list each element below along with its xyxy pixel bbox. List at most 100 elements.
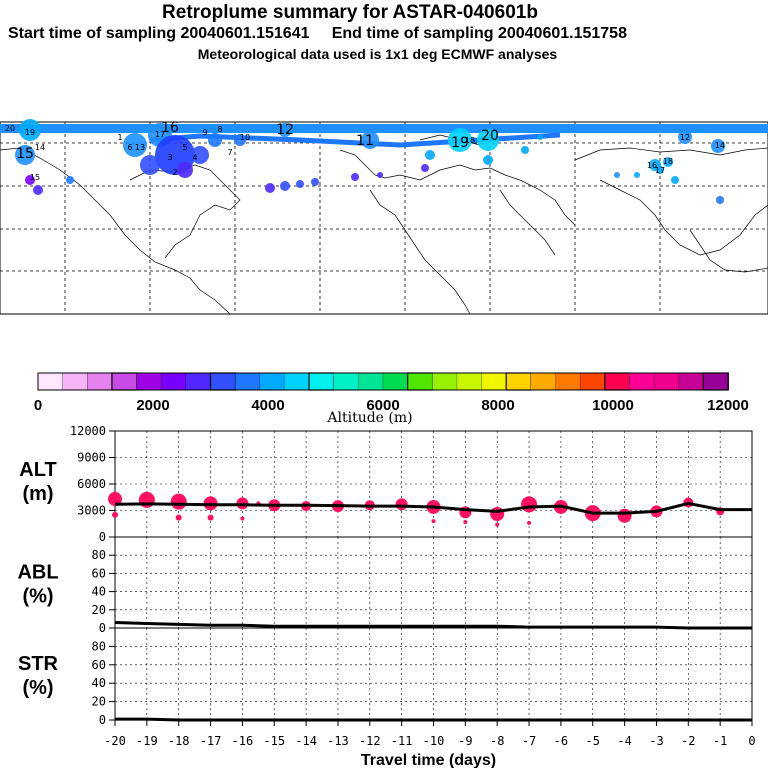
map-plume-marker — [351, 173, 359, 181]
panel-ylabel: ALT — [19, 459, 56, 481]
x-axis-title: Travel time (days) — [361, 752, 496, 768]
y-tick-label: 40 — [92, 585, 106, 599]
alt-plume-marker — [108, 492, 122, 507]
map-trajectory-label: 16 — [161, 120, 179, 136]
x-tick-label: -10 — [423, 734, 445, 748]
map-trajectory-label: 13 — [135, 143, 145, 152]
colorbar-cell — [505, 372, 532, 391]
y-tick-label: 6000 — [77, 477, 106, 491]
map-trajectory-label: 10 — [240, 133, 250, 142]
map-trajectory-label: 15 — [16, 146, 34, 162]
x-tick-label: -12 — [359, 734, 381, 748]
map-plume-marker — [265, 183, 275, 193]
map-plume-marker — [483, 155, 493, 165]
x-tick-label: -1 — [713, 734, 727, 748]
colorbar-cell — [382, 372, 409, 391]
map-trajectory-label: 19 — [451, 135, 469, 151]
map-trajectory-label: 18 — [465, 136, 475, 145]
map-plume-marker — [191, 146, 209, 164]
map-plume-marker — [66, 176, 74, 184]
colorbar: 0 2000 4000 6000 8000 10000 12000 Altitude (m) — [34, 372, 749, 426]
map-plume-marker — [208, 133, 222, 147]
colorbar-cell — [62, 372, 88, 391]
panel-alt: 0 3000 6000 9000 12000 ALT(m) — [19, 424, 753, 544]
x-tick-label: -8 — [490, 734, 504, 748]
x-tick-label: -14 — [295, 734, 317, 748]
map-plume-marker — [477, 129, 499, 151]
colorbar-tick-label: 12000 — [707, 397, 749, 414]
map-trajectory-label: 20 — [5, 124, 15, 133]
map-trajectory-label: 12 — [276, 122, 294, 138]
alt-plume-marker — [175, 514, 182, 521]
x-tick-label: -11 — [391, 734, 413, 748]
x-tick-label: -7 — [522, 734, 536, 748]
colorbar-cell — [161, 372, 187, 391]
map-plume-markers — [15, 119, 725, 204]
map-plume-marker — [425, 150, 435, 160]
colorbar-frame — [37, 372, 729, 391]
colorbar-tick-label: 0 — [34, 397, 42, 414]
map-plume-marker — [15, 145, 35, 165]
x-tick-label: -19 — [136, 734, 158, 748]
colorbar-cell — [87, 372, 113, 391]
y-tick-label: 0 — [99, 621, 106, 635]
map-plume-marker — [421, 164, 429, 172]
colorbar-cell — [358, 372, 384, 391]
colorbar-cell — [629, 372, 655, 391]
map-trajectory-label: 14 — [715, 141, 725, 150]
y-tick-label: 40 — [92, 676, 106, 690]
colorbar-label: Altitude (m) — [326, 410, 412, 426]
alt-plume-marker — [170, 493, 187, 510]
panel-ylabel: (%) — [22, 677, 53, 699]
colorbar-cell — [259, 372, 285, 391]
y-tick-label: 0 — [99, 713, 106, 727]
map-plume-marker — [278, 123, 292, 137]
map-trajectory-label: 15 — [30, 173, 40, 182]
panel-ylabel: (%) — [22, 586, 53, 608]
map-plume-marker — [671, 176, 679, 184]
colorbar-tick-label: 6000 — [366, 397, 399, 414]
panel-ylabel: (m) — [22, 483, 53, 505]
alt-plume-marker — [463, 519, 468, 524]
map-plume-marker — [614, 172, 620, 178]
map-trajectory-label: 2 — [172, 168, 177, 177]
colorbar-cell — [653, 372, 680, 391]
x-tick-label: -9 — [458, 734, 472, 748]
colorbar-cell — [284, 372, 310, 391]
map-trajectory-label: 9 — [202, 128, 207, 137]
colorbar-tick-label: 8000 — [481, 397, 514, 414]
colorbar-cells — [37, 372, 729, 391]
map-trajectory-label: 19 — [25, 128, 35, 137]
x-tick-label: -20 — [104, 734, 126, 748]
map-trajectory-label: 5 — [182, 143, 187, 152]
x-tick-label: -2 — [681, 734, 695, 748]
x-tick-label: -4 — [617, 734, 631, 748]
alt-plume-marker — [495, 522, 500, 527]
met-data-line: Meteorological data used is 1x1 deg ECMW… — [197, 46, 558, 62]
map-plume-marker — [678, 130, 692, 144]
map-trajectory-label: 14 — [35, 143, 45, 152]
map-trajectory-label: 12 — [680, 133, 690, 142]
y-tick-label: 80 — [92, 548, 106, 562]
figure-title: Retroplume summary for ASTAR-040601b — [162, 2, 538, 23]
map-plume-marker — [296, 180, 304, 188]
x-tick-label: -6 — [554, 734, 568, 748]
time-series-panels: 030006000900012000ALT(m)020406080ABL(%)0… — [17, 424, 755, 768]
colorbar-cell — [555, 372, 581, 391]
alt-plume-marker — [207, 514, 214, 521]
map-trajectory-label: 1 — [117, 133, 122, 142]
map-plume-marker — [448, 128, 472, 152]
map-trajectory-label: 6 — [127, 143, 132, 152]
x-tick-label: -17 — [200, 734, 222, 748]
coastlines — [0, 134, 768, 315]
map-plume-marker — [537, 134, 543, 140]
y-tick-label: 20 — [92, 695, 106, 709]
colorbar-cell — [530, 372, 556, 391]
x-tick-label: 0 — [748, 734, 755, 748]
colorbar-cell — [308, 372, 335, 391]
colorbar-cell — [234, 372, 261, 391]
x-tick-label: -3 — [649, 734, 663, 748]
map-plume-marker — [33, 185, 43, 195]
